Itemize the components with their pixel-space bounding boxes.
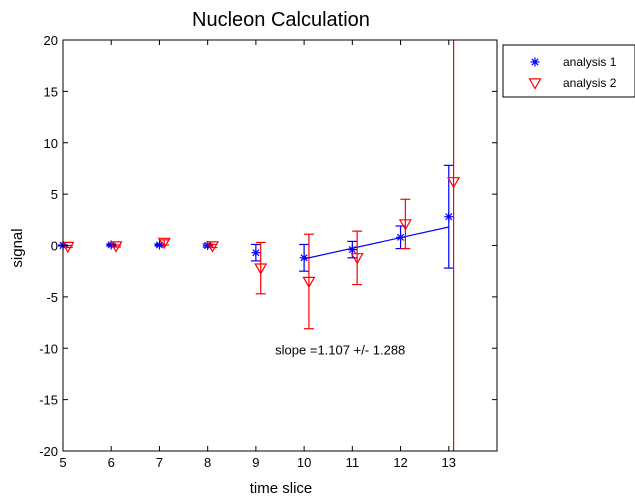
y-tick-label: -20 (39, 444, 58, 459)
data-point-analysis-1 (251, 248, 261, 258)
data-point-analysis-1 (299, 253, 309, 263)
data-point-analysis-2 (350, 253, 364, 265)
marker-stroke (348, 246, 356, 254)
data-point-analysis-2 (157, 237, 171, 250)
y-tick-label: -10 (39, 341, 58, 356)
data-point-analysis-2 (398, 219, 412, 231)
plot-area (63, 40, 497, 451)
data-point-analysis-2 (109, 241, 123, 253)
data-point-analysis-1 (444, 212, 454, 222)
legend: analysis 1 analysis 2 (502, 44, 635, 98)
data-point-analysis-1 (347, 245, 357, 255)
marker-stroke (252, 249, 260, 257)
data-point-analysis-2 (302, 276, 316, 289)
y-axis-label: signal (9, 228, 26, 267)
x-tick-label: 8 (204, 455, 211, 470)
x-tick-label: 7 (156, 455, 163, 470)
data-point-analysis-2 (205, 241, 220, 253)
x-axis-label: time slice (250, 480, 313, 497)
y-tick-label: 5 (51, 187, 58, 202)
marker-stroke (531, 58, 539, 66)
x-tick-label: 5 (59, 455, 66, 470)
y-tick-label: 0 (51, 239, 58, 254)
data-point-analysis-2 (447, 177, 461, 189)
marker-stroke (396, 233, 405, 241)
x-tick-label: 12 (393, 455, 407, 470)
marker-stroke (300, 254, 308, 262)
legend-marker-analysis-1 (530, 57, 540, 67)
x-tick-label: 13 (442, 455, 456, 470)
x-tick-label: 10 (297, 455, 311, 470)
y-tick-label: -15 (39, 393, 58, 408)
marker-stroke (445, 213, 453, 221)
legend-label-analysis-1: analysis 1 (563, 55, 617, 69)
marker-stroke (107, 241, 115, 249)
fit-line (303, 226, 449, 260)
x-tick-label: 9 (252, 455, 259, 470)
data-point-analysis-1 (396, 232, 406, 242)
markers (58, 177, 461, 289)
legend-box (502, 44, 635, 98)
fit-line-group (303, 226, 449, 260)
slope-annotation: slope =1.107 +/- 1.288 (275, 342, 405, 357)
y-tick-label: 10 (44, 136, 58, 151)
legend-marker-analysis-2 (528, 78, 542, 90)
y-tick-label: 15 (44, 84, 58, 99)
ticks: 5 6 7 8 9 10 11 12 13 -20 -15 -10 -5 0 5 10 15 20 (39, 33, 497, 470)
legend-label-analysis-2: analysis 2 (563, 76, 617, 90)
x-tick-label: 6 (108, 455, 115, 470)
y-tick-label: 20 (44, 33, 58, 48)
chart-title: Nucleon Calculation (192, 9, 370, 31)
data-point-analysis-2 (254, 263, 268, 275)
y-tick-label: -5 (46, 290, 58, 305)
x-tick-label: 11 (346, 455, 360, 470)
marker-stroke (204, 241, 212, 250)
legend-symbol-triangle (528, 78, 542, 90)
legend-symbol-asterisk (530, 57, 540, 67)
data-point-analysis-2 (61, 241, 75, 254)
